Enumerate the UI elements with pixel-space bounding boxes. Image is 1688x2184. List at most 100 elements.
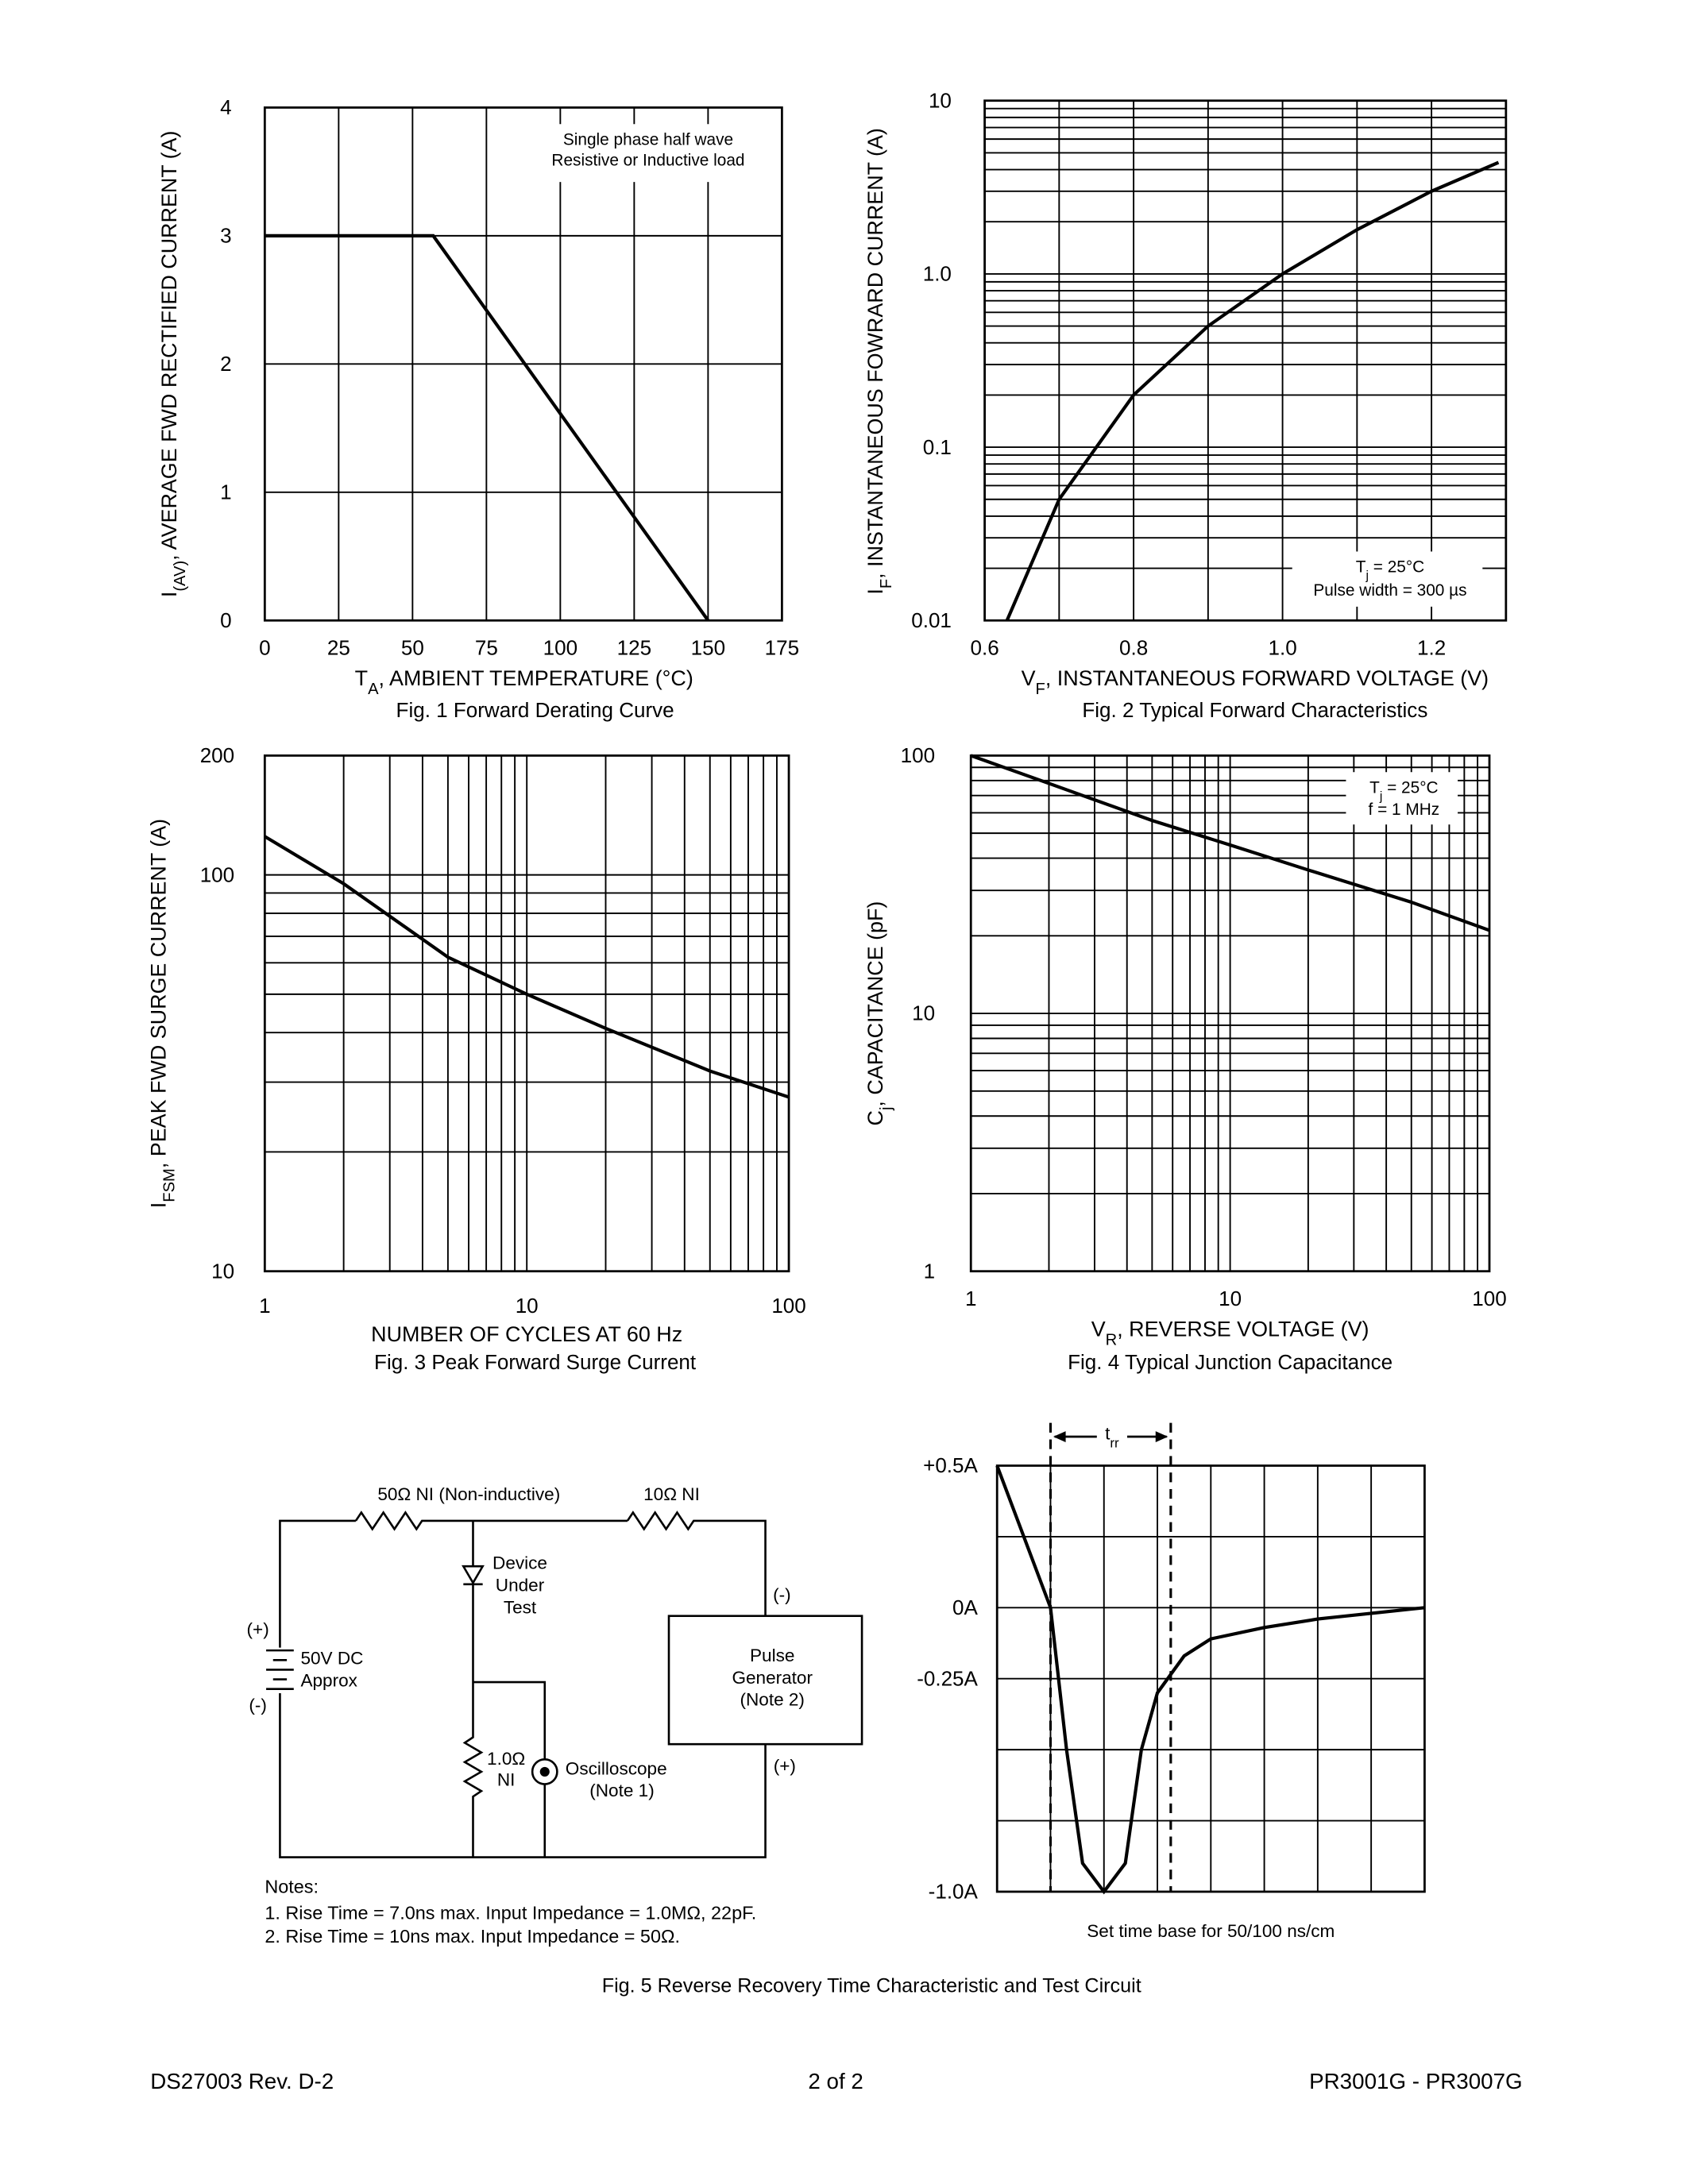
- chart-note: Set time base for 50/100 ns/cm: [1087, 1921, 1335, 1941]
- x-tick-label: 75: [475, 636, 498, 660]
- figure-caption: Fig. 5 Reverse Recovery Time Characteris…: [602, 1975, 1141, 1997]
- x-tick-label: 25: [327, 636, 350, 660]
- scope-label: Oscilloscope: [566, 1758, 667, 1778]
- wire: [462, 1520, 484, 1858]
- y-tick-label: 100: [200, 862, 234, 886]
- y-axis-label: I(AV), AVERAGE FWD RECTIFIED CURRENT (A): [157, 130, 189, 597]
- plot-frame: [995, 1464, 1426, 1893]
- data-line: [995, 1464, 1425, 1895]
- diode: [462, 1565, 485, 1585]
- polarity: (-): [773, 1585, 791, 1605]
- y-tick-label: +0.5A: [923, 1453, 978, 1477]
- y-tick-label: 3: [220, 224, 231, 248]
- resistor-10: [626, 1511, 767, 1616]
- annotation: Pulse width = 300 µs: [1313, 581, 1466, 600]
- y-axis-label-part: I: [157, 592, 181, 597]
- x-tick-label: 1.0: [1268, 636, 1296, 660]
- wire: [279, 1519, 356, 1648]
- resistor-label: NI: [497, 1769, 516, 1789]
- plot-frame: [263, 754, 790, 1273]
- x-axis-label: NUMBER OF CYCLES AT 60 Hz: [371, 1322, 682, 1346]
- y-tick-label: 10: [929, 88, 952, 112]
- x-axis-label-part: , AMBIENT TEMPERATURE (°C): [379, 666, 693, 690]
- y-tick-label: 4: [220, 95, 231, 119]
- x-tick-label: 10: [516, 1294, 539, 1318]
- x-tick-label: 10: [1219, 1287, 1242, 1310]
- test-circuit: 50Ω NI (Non-inductive) 10Ω NI Device Und…: [150, 1484, 1522, 2093]
- annotation-box: [1292, 551, 1483, 607]
- dut-label: Under: [496, 1575, 545, 1595]
- x-tick-label: 100: [543, 636, 577, 660]
- annotation: Tj = 25°C: [1356, 558, 1424, 582]
- marker-label-part: t: [1105, 1424, 1111, 1444]
- scope-label: (Note 1): [589, 1781, 654, 1800]
- generator-label: Generator: [732, 1668, 813, 1688]
- y-tick-label: 1.0: [923, 262, 952, 286]
- battery-label: 50V DC: [300, 1648, 363, 1668]
- annotation-part: T: [1369, 778, 1380, 797]
- plot-frame: [983, 99, 1508, 622]
- data-line: [264, 835, 790, 1099]
- y-axis-label-part: , AVERAGE FWD RECTIFIED CURRENT (A): [157, 130, 181, 560]
- data-line: [265, 233, 710, 622]
- annotation-part: T: [1356, 558, 1366, 576]
- plot-frame: [263, 106, 783, 622]
- oscilloscope: [531, 1758, 558, 1785]
- y-axis-label-part: F: [878, 579, 895, 588]
- x-axis-label: VR, REVERSE VOLTAGE (V): [1091, 1317, 1369, 1349]
- x-tick-label: 175: [765, 636, 799, 660]
- x-axis-label-part: , INSTANTANEOUS FORWARD VOLTAGE (V): [1045, 666, 1489, 690]
- charts: 0 25 50 75 100 125 150 175 0 1 2 3 4 Single phase hal…: [146, 88, 1508, 1941]
- y-axis-label: IFSM, PEAK FWD SURGE CURRENT (A): [146, 819, 178, 1208]
- y-axis-label-part: FSM: [160, 1168, 178, 1202]
- figure-caption: Fig. 3 Peak Forward Surge Current: [374, 1350, 697, 1374]
- dut-label: Device: [492, 1553, 547, 1573]
- y-axis-label-part: I: [863, 588, 887, 594]
- resistor-label: 50Ω NI (Non-inductive): [377, 1484, 560, 1504]
- y-axis-label-part: C: [863, 1110, 887, 1125]
- polarity: (+): [247, 1619, 269, 1639]
- y-axis-label-part: , CAPACITANCE (pF): [863, 901, 887, 1107]
- x-axis-label-part: , REVERSE VOLTAGE (V): [1117, 1317, 1369, 1341]
- x-axis-label-part: V: [1022, 666, 1036, 690]
- plot-frame: [969, 754, 1491, 1273]
- footer-left: DS27003 Rev. D-2: [150, 2069, 334, 2093]
- x-axis-label-part: R: [1106, 1331, 1118, 1349]
- y-axis-label-part: , PEAK FWD SURGE CURRENT (A): [146, 819, 170, 1168]
- y-axis-label-part: , INSTANTANEOUS FOWRARD CURRENT (A): [863, 128, 887, 579]
- x-tick-label: 1: [259, 1294, 270, 1318]
- y-axis-label-part: (AV): [172, 561, 189, 592]
- polarity: (+): [774, 1756, 796, 1776]
- arrow-head: [1053, 1431, 1168, 1442]
- x-axis-label: VF, INSTANTANEOUS FORWARD VOLTAGE (V): [1022, 666, 1489, 698]
- x-tick-label: 100: [1472, 1287, 1506, 1310]
- resistor-label: 1.0Ω: [487, 1749, 525, 1769]
- y-axis-label-part: j: [878, 1107, 895, 1111]
- y-tick-label: 0.01: [911, 608, 952, 632]
- annotation-part: = 25°C: [1369, 558, 1424, 576]
- annotation-part: j: [1365, 569, 1368, 582]
- y-tick-label: 1: [924, 1259, 935, 1283]
- annotation-box: [1346, 772, 1458, 825]
- battery-label: Approx: [300, 1670, 357, 1690]
- resistor-50: [354, 1511, 628, 1531]
- data-line: [970, 754, 1490, 932]
- generator-label: Pulse: [750, 1646, 794, 1665]
- x-tick-label: 150: [691, 636, 725, 660]
- wire: [279, 1692, 767, 1858]
- y-axis-label: IF, INSTANTANEOUS FOWRARD CURRENT (A): [863, 128, 895, 595]
- notes: 1. Rise Time = 7.0ns max. Input Impedanc…: [265, 1903, 756, 1924]
- y-tick-label: 0: [220, 608, 231, 632]
- footer-right: PR3001G - PR3007G: [1309, 2069, 1523, 2093]
- annotation: f = 1 MHz: [1369, 801, 1440, 819]
- y-tick-label: 1: [220, 480, 231, 504]
- figure-caption: Fig. 2 Typical Forward Characteristics: [1082, 698, 1427, 722]
- annotation-part: = 25°C: [1382, 778, 1438, 797]
- x-axis-label-part: T: [355, 666, 368, 690]
- x-tick-label: 1.2: [1417, 636, 1446, 660]
- x-axis-label-part: A: [368, 681, 379, 698]
- resistor-label: 10Ω NI: [643, 1484, 700, 1504]
- notes: 2. Rise Time = 10ns max. Input Impedance…: [265, 1926, 680, 1947]
